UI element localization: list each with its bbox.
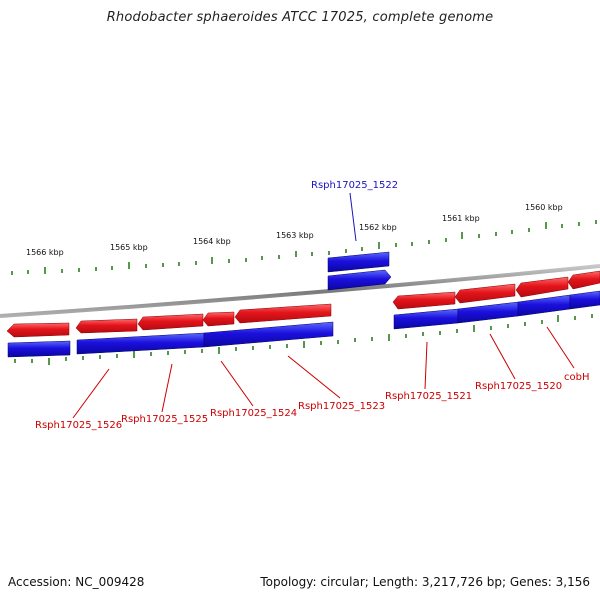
kbp-label-1561: 1561 kbp <box>442 214 480 223</box>
label-leader-lines <box>72 192 575 419</box>
gene-arrow-1526[interactable] <box>6 322 70 338</box>
gene-arrow-1525-a[interactable] <box>75 318 138 334</box>
gene-label-1522[interactable]: Rsph17025_1522 <box>311 180 398 191</box>
genome-backbone <box>0 264 600 318</box>
gene-block-1526[interactable] <box>7 340 71 358</box>
kbp-label-1563: 1563 kbp <box>276 231 314 240</box>
gene-block-1522-a[interactable] <box>327 251 390 273</box>
gene-block-cobH-b[interactable] <box>569 290 600 310</box>
gene-arrow-cobH-a[interactable] <box>515 276 569 298</box>
gene-block-1523[interactable] <box>203 321 334 348</box>
gene-label-1523[interactable]: Rsph17025_1523 <box>298 401 385 412</box>
accession-label: Accession: NC_009428 <box>8 575 145 589</box>
gene-label-1520[interactable]: Rsph17025_1520 <box>475 381 562 392</box>
gene-label-1525[interactable]: Rsph17025_1525 <box>121 414 208 425</box>
gene-arrow-1520[interactable] <box>454 283 516 304</box>
map-title: Rhodobacter sphaeroides ATCC 17025, comp… <box>106 10 494 25</box>
gene-label-1526[interactable]: Rsph17025_1526 <box>35 420 122 431</box>
genome-summary: Topology: circular; Length: 3,217,726 bp… <box>260 575 590 589</box>
kbp-label-1564: 1564 kbp <box>193 237 231 246</box>
forward-gene-track <box>6 270 600 338</box>
reverse-gene-track <box>7 251 600 358</box>
gene-label-1521[interactable]: Rsph17025_1521 <box>385 391 472 402</box>
kbp-label-1566: 1566 kbp <box>26 248 64 257</box>
gene-arrow-1525-b[interactable] <box>137 313 204 331</box>
gene-label-cobH[interactable]: cobH <box>564 372 589 383</box>
upper-tick-row <box>11 220 597 275</box>
kbp-label-1562: 1562 kbp <box>359 223 397 232</box>
gene-block-1521[interactable] <box>393 308 459 330</box>
gene-arrow-1524[interactable] <box>202 311 235 327</box>
gene-label-1524[interactable]: Rsph17025_1524 <box>210 408 297 419</box>
gene-block-cobH-a[interactable] <box>517 294 571 317</box>
kbp-label-1565: 1565 kbp <box>110 243 148 252</box>
gene-arrow-cobH-b[interactable] <box>567 270 600 290</box>
gene-arrow-1522-b[interactable] <box>327 269 392 291</box>
lower-tick-row <box>14 314 593 365</box>
kbp-label-1560: 1560 kbp <box>525 203 563 212</box>
gene-arrow-1523[interactable] <box>234 303 332 324</box>
gene-block-1520[interactable] <box>457 301 519 324</box>
gene-arrow-1521[interactable] <box>392 291 456 310</box>
